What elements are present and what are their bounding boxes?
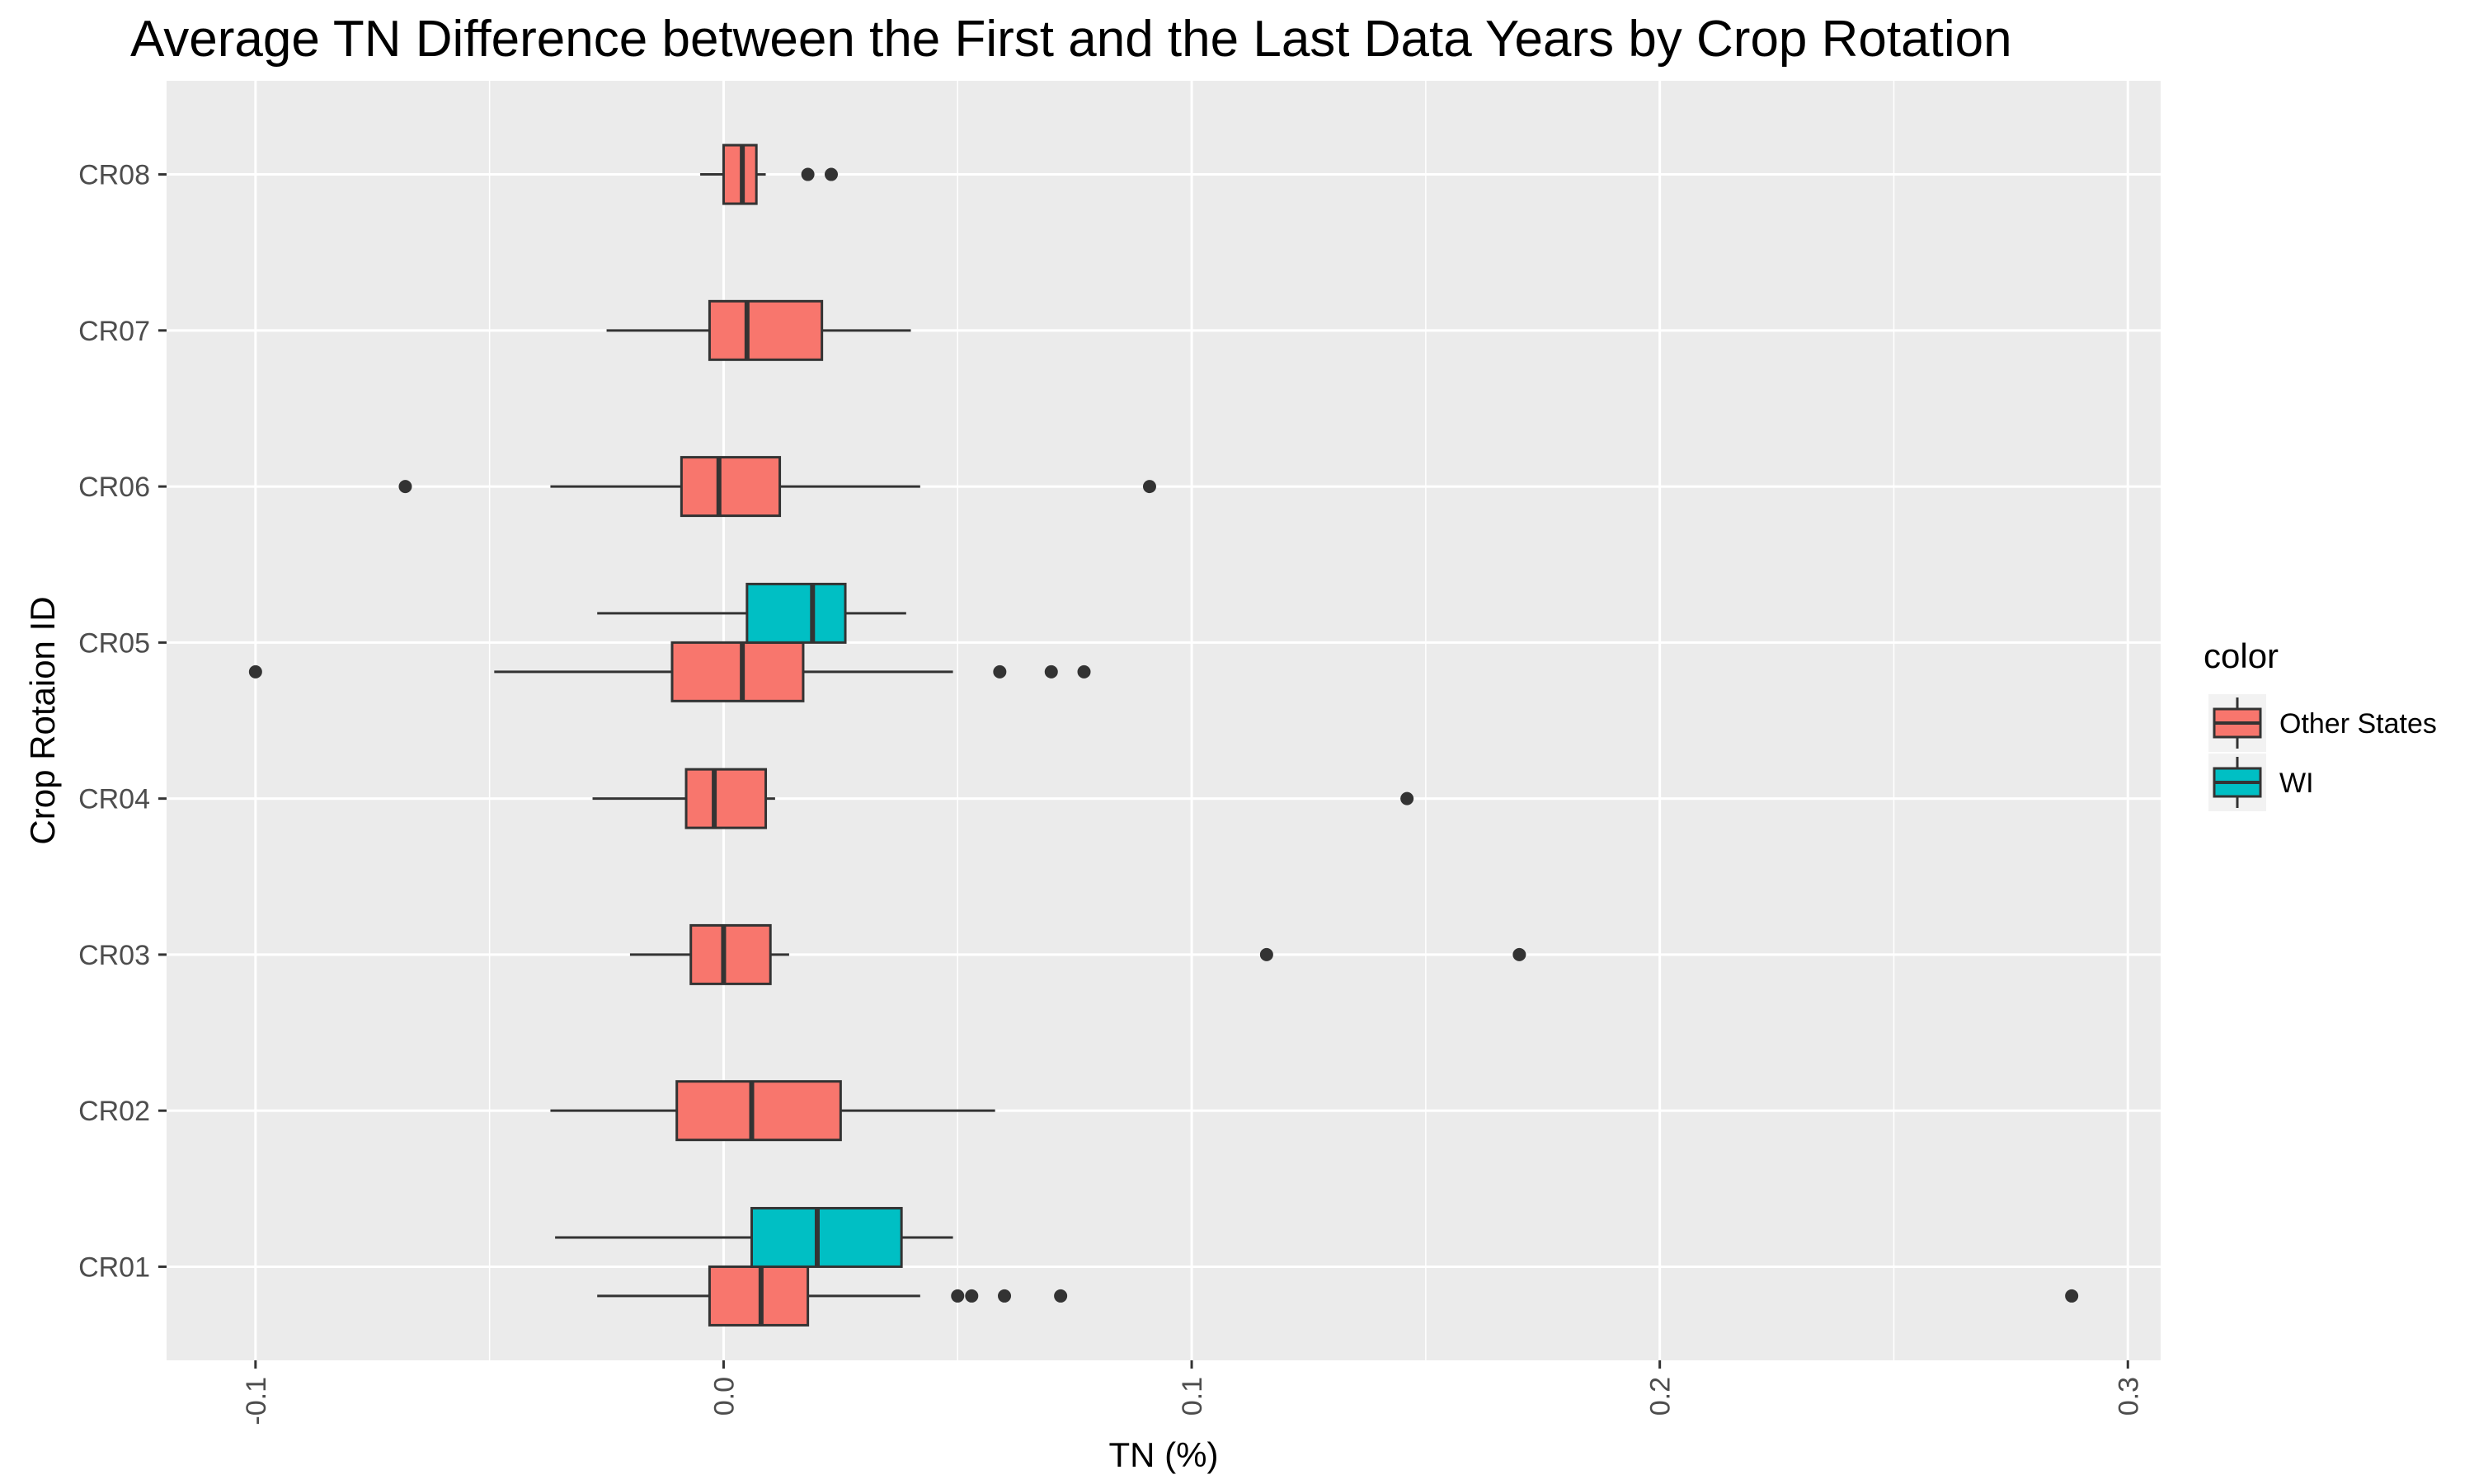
y-tick-label: CR02 — [78, 1096, 150, 1127]
x-axis-title: TN (%) — [1109, 1435, 1219, 1474]
box-cr02-other-states — [550, 1080, 995, 1142]
legend-label: WI — [2279, 768, 2314, 799]
box-body — [684, 768, 768, 829]
box-body — [670, 641, 805, 702]
box-cr01-wi — [555, 1206, 953, 1268]
box-body — [680, 456, 782, 518]
x-tick-label: 0.1 — [1177, 1377, 1208, 1416]
y-tick-label: CR04 — [78, 784, 150, 815]
legend-label: Other States — [2279, 708, 2437, 740]
box-cr04-other-states — [592, 768, 1414, 829]
outlier-point — [398, 480, 412, 494]
outlier-point — [1054, 1289, 1068, 1303]
box-layer — [248, 143, 2079, 1327]
chart-title: Average TN Difference between the First … — [130, 11, 2012, 68]
x-tick-label: 0.0 — [708, 1377, 740, 1416]
box-body — [750, 1206, 903, 1268]
y-tick-label: CR08 — [78, 160, 150, 191]
box-cr05-other-states — [248, 641, 1091, 702]
box-cr07-other-states — [606, 299, 911, 361]
box-body — [675, 1080, 842, 1142]
y-tick-label: CR05 — [78, 627, 150, 659]
x-tick-label: -0.1 — [241, 1377, 272, 1425]
box-cr05-wi — [597, 582, 906, 644]
y-tick-label: CR07 — [78, 316, 150, 347]
outlier-point — [998, 1289, 1012, 1303]
box-body — [745, 582, 847, 644]
plot-panel — [167, 81, 2161, 1360]
box-body — [689, 923, 772, 985]
x-tick-label: 0.3 — [2113, 1377, 2144, 1416]
outlier-point — [965, 1289, 979, 1303]
x-tick-label: 0.2 — [1645, 1377, 1677, 1416]
legend-item-other-states: Other States — [2208, 694, 2437, 752]
outlier-point — [1142, 480, 1156, 494]
grid-lines — [167, 81, 2161, 1360]
y-tick-label: CR03 — [78, 940, 150, 971]
outlier-point — [801, 167, 815, 181]
outlier-point — [993, 665, 1007, 679]
legend: color Other States WI — [2204, 636, 2437, 811]
outlier-point — [1044, 665, 1058, 679]
axes: -0.1 0.0 0.1 0.2 0.3 CR01 CR02 CR03 CR04 CR05 CR06… — [78, 160, 2144, 1425]
box-cr08-other-states — [700, 143, 838, 205]
y-tick-label: CR01 — [78, 1252, 150, 1283]
y-tick-label: CR06 — [78, 472, 150, 503]
outlier-point — [1259, 947, 1273, 961]
legend-item-wi: WI — [2208, 754, 2314, 811]
box-cr03-other-states — [629, 923, 1526, 985]
outlier-point — [2065, 1289, 2079, 1303]
outlier-point — [248, 665, 262, 679]
outlier-point — [825, 167, 838, 181]
y-axis-title: Crop Rotaion ID — [23, 596, 62, 844]
box-cr06-other-states — [398, 456, 1156, 518]
outlier-point — [951, 1289, 965, 1303]
legend-title: color — [2204, 636, 2279, 675]
outlier-point — [1077, 665, 1091, 679]
box-body — [708, 299, 824, 361]
outlier-point — [1512, 947, 1526, 961]
outlier-point — [1400, 791, 1414, 805]
